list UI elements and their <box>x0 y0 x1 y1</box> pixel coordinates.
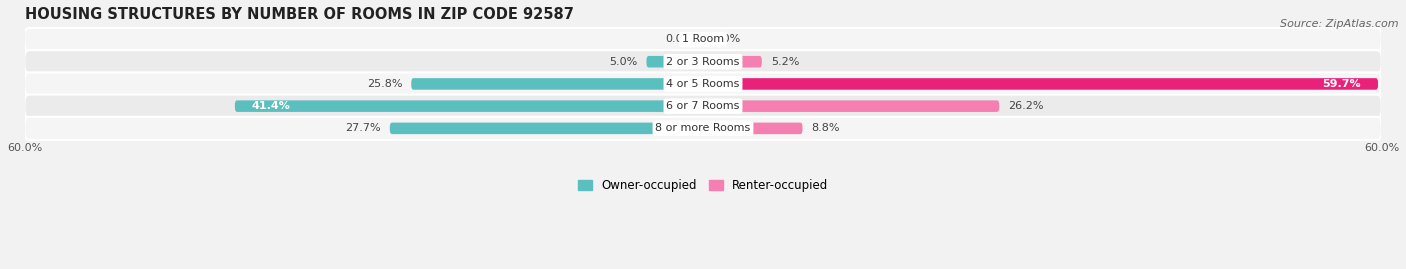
FancyBboxPatch shape <box>24 28 1382 51</box>
Text: 0.0%: 0.0% <box>711 34 741 44</box>
Legend: Owner-occupied, Renter-occupied: Owner-occupied, Renter-occupied <box>572 175 834 197</box>
FancyBboxPatch shape <box>703 78 1378 90</box>
FancyBboxPatch shape <box>647 56 703 68</box>
Text: 6 or 7 Rooms: 6 or 7 Rooms <box>666 101 740 111</box>
Text: 5.0%: 5.0% <box>609 57 637 67</box>
FancyBboxPatch shape <box>24 117 1382 140</box>
FancyBboxPatch shape <box>235 100 703 112</box>
Text: 26.2%: 26.2% <box>1008 101 1043 111</box>
Text: 0.0%: 0.0% <box>665 34 695 44</box>
Text: 8.8%: 8.8% <box>811 123 839 133</box>
Text: 1 Room: 1 Room <box>682 34 724 44</box>
Text: 4 or 5 Rooms: 4 or 5 Rooms <box>666 79 740 89</box>
Text: HOUSING STRUCTURES BY NUMBER OF ROOMS IN ZIP CODE 92587: HOUSING STRUCTURES BY NUMBER OF ROOMS IN… <box>24 7 574 22</box>
FancyBboxPatch shape <box>24 72 1382 95</box>
FancyBboxPatch shape <box>412 78 703 90</box>
Text: 59.7%: 59.7% <box>1323 79 1361 89</box>
FancyBboxPatch shape <box>389 123 703 134</box>
Text: 8 or more Rooms: 8 or more Rooms <box>655 123 751 133</box>
Text: 25.8%: 25.8% <box>367 79 402 89</box>
Text: 27.7%: 27.7% <box>344 123 381 133</box>
FancyBboxPatch shape <box>703 123 803 134</box>
FancyBboxPatch shape <box>703 100 1000 112</box>
FancyBboxPatch shape <box>703 56 762 68</box>
Text: 5.2%: 5.2% <box>770 57 799 67</box>
Text: 2 or 3 Rooms: 2 or 3 Rooms <box>666 57 740 67</box>
Text: Source: ZipAtlas.com: Source: ZipAtlas.com <box>1281 19 1399 29</box>
Text: 41.4%: 41.4% <box>252 101 291 111</box>
FancyBboxPatch shape <box>24 95 1382 118</box>
FancyBboxPatch shape <box>24 50 1382 73</box>
